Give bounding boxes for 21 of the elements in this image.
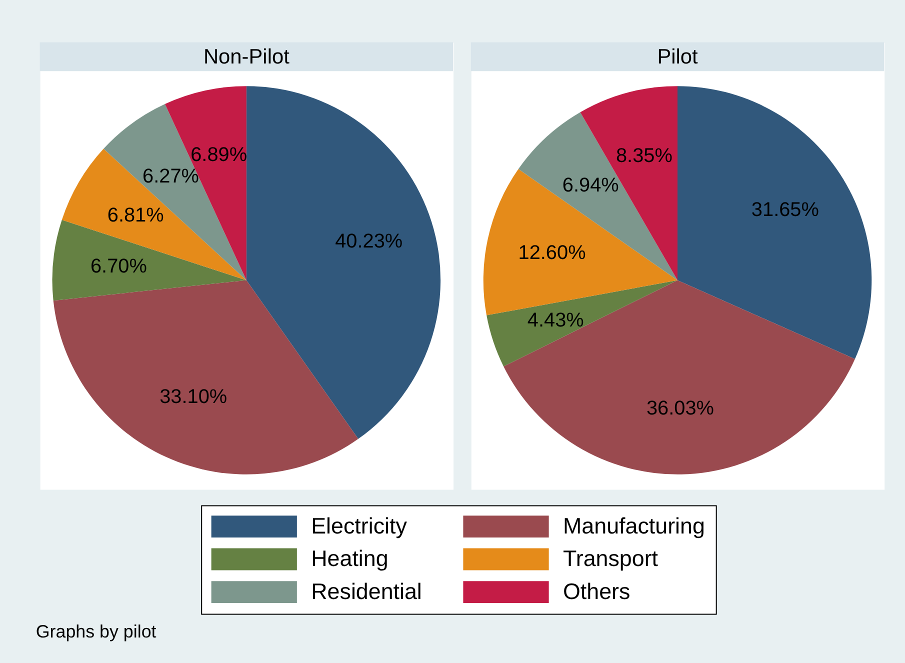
data-label: 6.89% — [190, 144, 248, 166]
data-label: 40.23% — [335, 230, 403, 252]
data-label: 6.70% — [90, 256, 147, 278]
text: Graphs by pilot — [36, 622, 156, 642]
data-label: 6.81% — [107, 204, 164, 226]
slice-label: Non-Pilot — [203, 46, 290, 69]
legend-label: Others — [563, 579, 630, 604]
legend-label: Residential — [311, 579, 422, 604]
slice-label: Pilot — [657, 46, 698, 69]
data-label: 6.94% — [562, 174, 619, 197]
legend-label: Electricity — [311, 513, 408, 538]
legend-label: Manufacturing — [563, 513, 705, 538]
data-label: 6.27% — [142, 165, 199, 188]
data-label: 36.03% — [646, 398, 714, 420]
data-label: 4.43% — [527, 310, 584, 332]
data-label: 12.60% — [518, 242, 586, 264]
legend-label: Transport — [563, 546, 659, 572]
data-label: 31.65% — [751, 199, 819, 222]
legend-label: Heating — [311, 546, 388, 572]
data-label: 8.35% — [616, 145, 672, 168]
data-label: 33.10% — [160, 386, 228, 408]
